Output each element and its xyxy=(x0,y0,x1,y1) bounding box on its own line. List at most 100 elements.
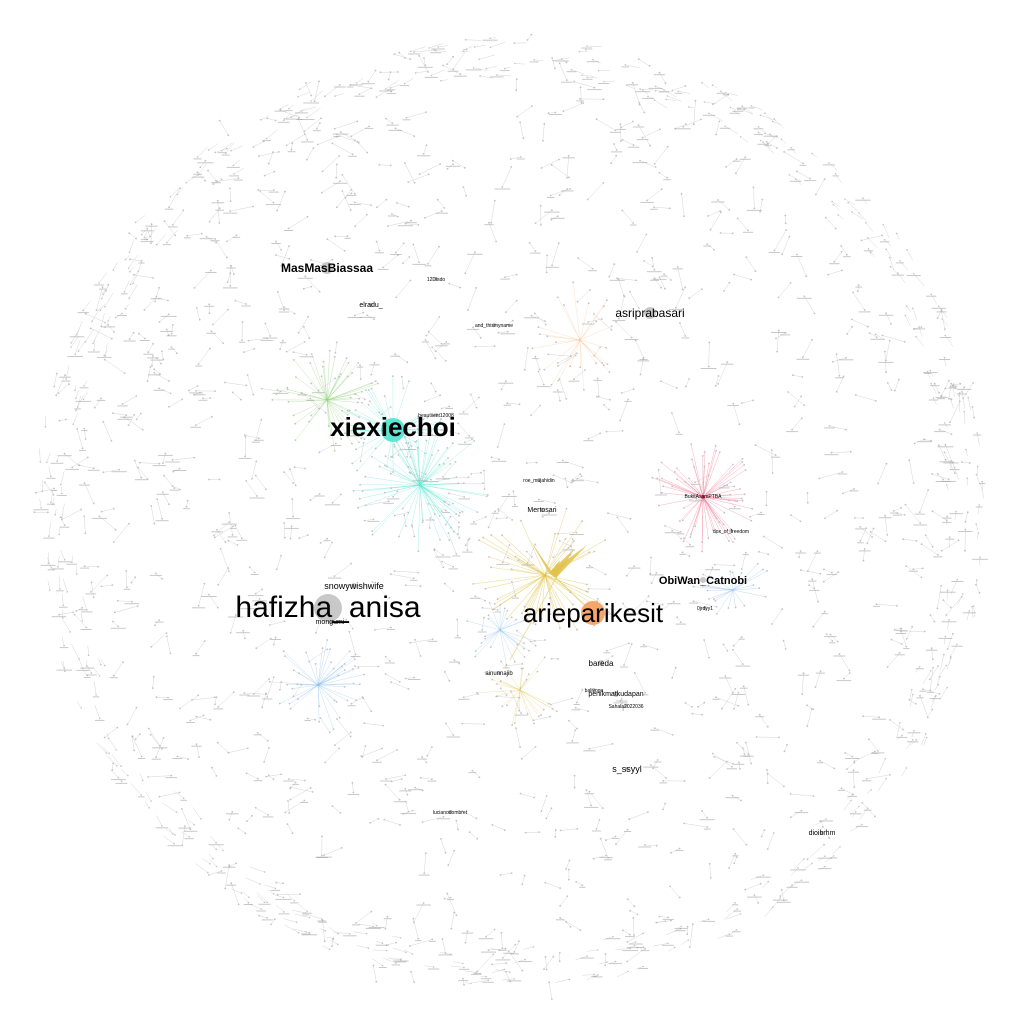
cluster-edge xyxy=(519,689,557,712)
minor-node xyxy=(135,395,138,397)
minor-node xyxy=(533,59,535,61)
minor-node xyxy=(669,885,672,888)
minor-node xyxy=(777,329,780,332)
minor-node xyxy=(449,463,452,465)
minor-node xyxy=(538,333,541,335)
minor-node-label xyxy=(461,932,474,934)
minor-node xyxy=(410,970,412,973)
cluster-edge xyxy=(475,629,501,657)
background-edge xyxy=(108,737,117,751)
minor-node xyxy=(47,562,50,565)
minor-node xyxy=(362,697,365,700)
background-edge xyxy=(299,81,312,90)
cluster-edge xyxy=(544,574,598,602)
minor-node xyxy=(421,431,423,434)
minor-node-label xyxy=(481,951,497,953)
minor-node xyxy=(86,609,88,611)
minor-node-label xyxy=(824,454,839,456)
minor-node xyxy=(607,512,609,515)
minor-node xyxy=(110,337,113,340)
minor-node xyxy=(370,204,372,207)
minor-node xyxy=(626,898,629,901)
background-edge xyxy=(208,870,222,876)
minor-node xyxy=(251,814,253,817)
minor-node xyxy=(340,847,343,849)
minor-node-label xyxy=(253,734,262,736)
minor-node-label xyxy=(675,930,686,932)
cluster-edge xyxy=(690,496,704,535)
minor-node xyxy=(514,595,517,597)
minor-node xyxy=(676,478,678,480)
minor-node-label xyxy=(109,677,118,679)
minor-node-label xyxy=(808,580,817,582)
background-edge xyxy=(905,315,911,327)
background-edge xyxy=(867,528,874,544)
minor-node xyxy=(622,707,625,709)
minor-node xyxy=(743,753,746,755)
minor-node xyxy=(938,693,941,695)
minor-node xyxy=(576,300,579,303)
minor-node xyxy=(889,256,891,259)
minor-node-label xyxy=(826,574,838,576)
minor-node xyxy=(634,941,637,943)
minor-node xyxy=(701,455,704,457)
cluster-edge xyxy=(326,376,348,401)
minor-node xyxy=(386,915,389,918)
minor-node xyxy=(230,882,233,885)
minor-node xyxy=(416,428,419,430)
background-edge xyxy=(471,472,482,475)
minor-node xyxy=(198,756,201,758)
cluster-edge xyxy=(310,383,328,401)
minor-node xyxy=(458,514,460,517)
background-edge xyxy=(800,569,821,574)
background-edge xyxy=(228,540,238,546)
minor-node xyxy=(574,729,577,732)
minor-node xyxy=(309,787,312,789)
minor-node xyxy=(393,570,396,572)
minor-node-label xyxy=(458,698,470,700)
minor-node xyxy=(684,480,687,483)
minor-node xyxy=(430,478,432,481)
minor-node xyxy=(552,955,555,958)
minor-node xyxy=(105,752,108,754)
minor-node xyxy=(836,640,839,643)
minor-node xyxy=(883,239,886,241)
minor-node-label xyxy=(803,180,817,182)
minor-node xyxy=(50,501,52,504)
minor-node xyxy=(762,568,764,571)
minor-node xyxy=(976,579,978,581)
minor-node xyxy=(349,396,352,399)
minor-node xyxy=(453,659,456,661)
minor-node xyxy=(518,709,521,712)
minor-node xyxy=(213,696,216,699)
background-edge xyxy=(405,584,421,587)
minor-node xyxy=(655,921,658,924)
minor-node xyxy=(597,395,600,398)
minor-node xyxy=(57,566,59,568)
minor-node xyxy=(404,222,407,225)
minor-node xyxy=(400,375,403,378)
background-edge xyxy=(981,481,984,499)
background-edge xyxy=(404,949,413,955)
minor-node xyxy=(573,378,575,381)
minor-node-label xyxy=(498,382,514,384)
minor-node xyxy=(339,493,342,496)
minor-node-label xyxy=(424,76,438,78)
cluster-edge xyxy=(663,485,704,498)
minor-node-label xyxy=(115,782,128,784)
minor-node xyxy=(487,979,490,982)
minor-node xyxy=(269,335,272,337)
minor-node xyxy=(155,696,158,699)
minor-node xyxy=(50,475,52,478)
minor-node-label xyxy=(211,182,222,184)
minor-node xyxy=(593,550,596,553)
background-edge xyxy=(795,179,802,186)
background-edge xyxy=(928,709,933,716)
minor-node xyxy=(692,585,695,588)
background-edge xyxy=(842,488,855,494)
background-edge xyxy=(832,846,841,855)
cluster-edge xyxy=(732,570,768,591)
minor-node xyxy=(265,775,267,778)
minor-node xyxy=(773,118,776,120)
minor-node-label xyxy=(186,722,195,723)
